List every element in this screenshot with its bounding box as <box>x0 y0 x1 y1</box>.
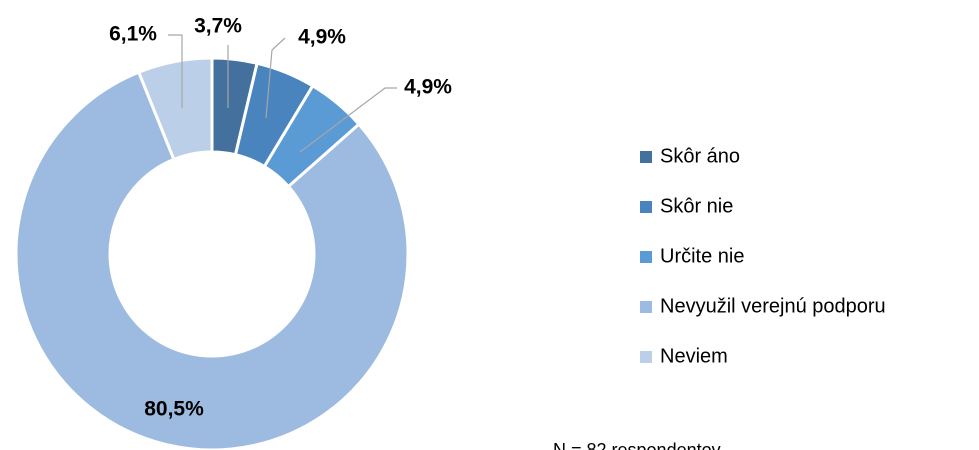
slice <box>14 70 410 450</box>
value-label: 6,1% <box>109 23 157 46</box>
note: N = 82 respondentov <box>553 440 721 450</box>
leader-line <box>265 37 286 119</box>
legend-label: Skôr áno <box>660 145 740 167</box>
value-label: 4,9% <box>404 76 452 99</box>
legend-swatch <box>640 351 652 363</box>
value-label: 3,7% <box>194 15 242 38</box>
legend-swatch <box>640 151 652 163</box>
legend-label: Určite nie <box>660 245 744 267</box>
value-label: 80,5% <box>144 398 204 421</box>
legend-swatch <box>640 251 652 263</box>
leader-line <box>168 34 183 108</box>
legend-label: Neviem <box>660 345 728 367</box>
value-label: 4,9% <box>298 26 346 49</box>
legend-label: Skôr nie <box>660 195 733 217</box>
slice <box>136 56 214 162</box>
legend-label: Nevyužil verejnú podporu <box>660 295 886 317</box>
leader-line <box>299 87 397 153</box>
legend-swatch <box>640 201 652 213</box>
legend-swatch <box>640 301 652 313</box>
